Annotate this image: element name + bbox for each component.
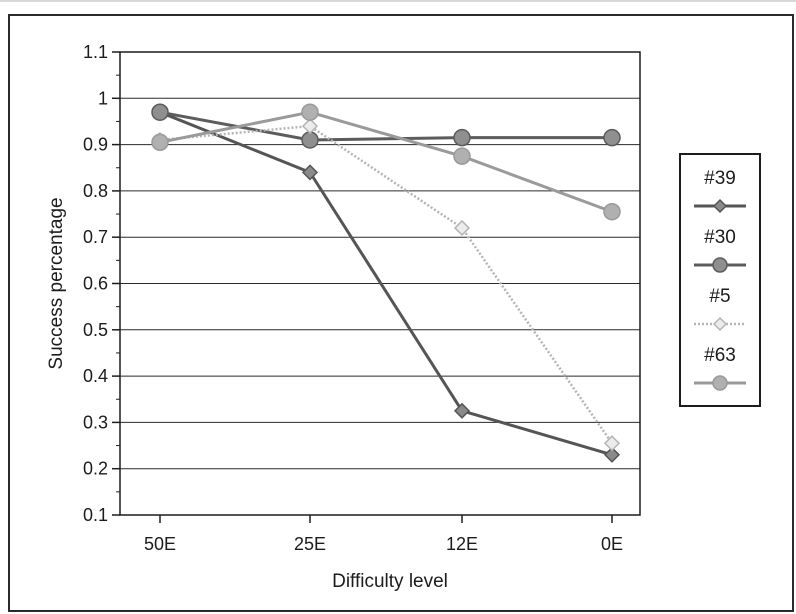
y-tick-label: 0.6	[83, 274, 108, 294]
circle-marker	[453, 128, 471, 147]
y-tick-label: 1	[98, 88, 108, 108]
series-line	[159, 124, 614, 444]
circle-marker	[712, 257, 728, 273]
legend-label: #39	[704, 168, 736, 189]
circle-marker	[301, 103, 319, 121]
diamond-marker	[301, 118, 319, 135]
circle-marker	[603, 128, 621, 147]
series-line	[159, 110, 612, 142]
y-tick-label: 0.2	[83, 459, 108, 479]
circle-marker	[712, 375, 728, 391]
diamond-marker	[453, 219, 471, 237]
y-tick-label: 0.4	[83, 366, 108, 386]
legend: #39 #30 #5 #63	[679, 153, 761, 407]
circle-marker	[453, 147, 471, 165]
x-tick-label: 12E	[446, 534, 478, 554]
y-tick-label: 0.1	[83, 505, 108, 525]
legend-label: #5	[709, 286, 730, 307]
y-axis-title: Success percentage	[46, 197, 67, 369]
y-tick-label: 0.7	[83, 227, 108, 247]
top-border-line	[0, 0, 796, 2]
y-tick-label: 0.3	[83, 412, 108, 432]
circle-marker	[151, 103, 169, 121]
x-tick-label: 50E	[144, 534, 176, 554]
y-tick-label: 1.1	[83, 42, 108, 62]
figure-frame	[8, 14, 794, 612]
series-markers	[151, 103, 621, 463]
diamond-marker	[453, 402, 471, 419]
series-line	[159, 110, 613, 457]
series-line	[159, 110, 613, 214]
diamond-marker	[712, 316, 728, 332]
circle-marker	[301, 131, 319, 149]
y-tick-label: 0.8	[83, 181, 108, 201]
series-lines	[159, 110, 614, 457]
axes: 0.1 0.2 0.3 0.4 0.5 0.6 0.7 0.8 0.9 1 1.1 50E 25E 12E…	[83, 42, 623, 554]
circle-marker	[603, 202, 621, 221]
diamond-marker	[603, 435, 621, 452]
legend-label: #30	[704, 227, 736, 248]
x-tick-label: 25E	[294, 534, 326, 554]
diamond-marker	[301, 164, 319, 181]
x-axis-title: Difficulty level	[332, 571, 448, 592]
diamond-marker	[603, 446, 621, 463]
legend-box	[679, 153, 761, 407]
y-tick-label: 0.9	[83, 135, 108, 155]
legend-label: #63	[704, 345, 736, 366]
diamond-marker	[712, 198, 728, 214]
x-tick-label: 0E	[601, 534, 623, 554]
circle-marker	[151, 133, 169, 152]
y-tick-label: 0.5	[83, 320, 108, 340]
